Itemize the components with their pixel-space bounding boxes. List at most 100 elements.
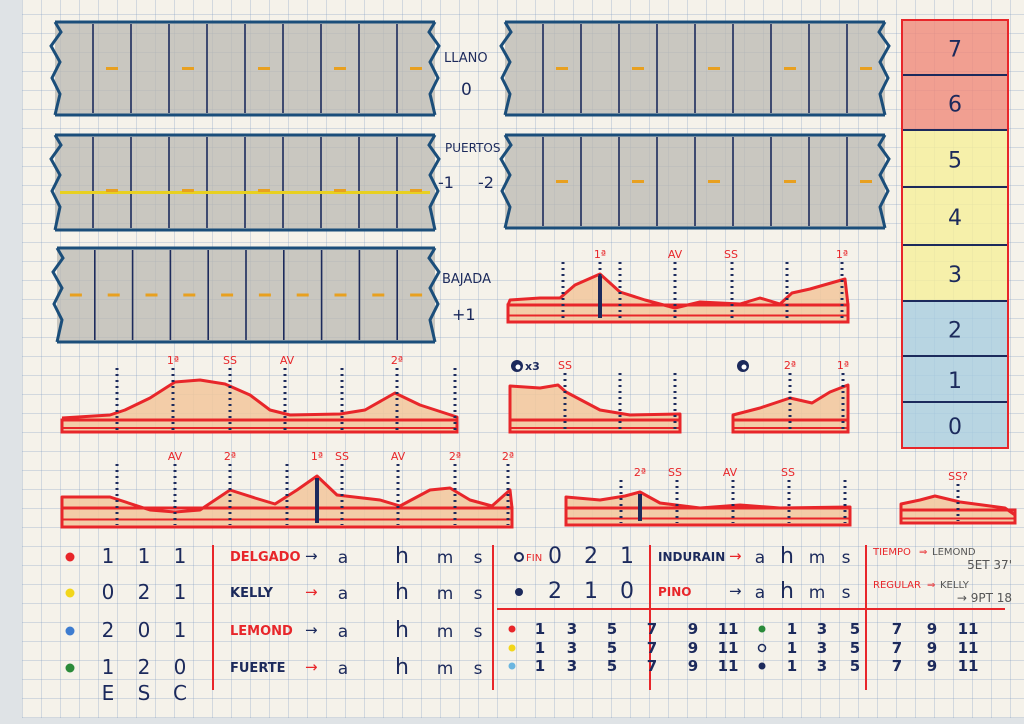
classification-label: TIEMPO [872, 547, 911, 558]
road-band [564, 506, 852, 527]
rider-name: DELGADO [230, 550, 301, 565]
elevation-line [899, 494, 1017, 517]
track-number: 11 [958, 620, 979, 638]
checkpoint-label: SS [781, 466, 795, 479]
track-number: 1 [787, 620, 797, 638]
classification-value: → 9PT 18 [957, 591, 1012, 605]
strip-edge-left [499, 134, 513, 229]
arrow: ⇒ [927, 580, 935, 591]
classification-label: REGULAR [873, 580, 921, 591]
checkpoint-label: 2ª [784, 359, 796, 372]
checkpoint-label: SS [223, 354, 237, 367]
road-strip [499, 20, 891, 117]
rider-color-dot [508, 662, 516, 670]
checkpoint-label: AV [723, 466, 738, 479]
classification-value: 5ET 37' [967, 558, 1012, 572]
checkpoint-label: 2ª [391, 354, 403, 367]
team-color-dot [65, 626, 75, 636]
rider-cell: h [395, 618, 409, 643]
arrow: → [305, 547, 318, 565]
road-strip [499, 133, 891, 230]
elevation-line [61, 378, 459, 420]
stage-profile: SS x3 [508, 359, 682, 434]
rider-cell: h [395, 544, 409, 569]
stage-profile: 1ª AV SS 1ª [506, 248, 850, 324]
team-stat: 2 [548, 579, 562, 604]
checkpoint-label: SS [724, 248, 738, 261]
stage-profile: 2ª 1ª [731, 359, 850, 434]
scale-cell [902, 245, 1008, 301]
track-number: 7 [892, 639, 902, 657]
track-number: 11 [718, 620, 739, 638]
strip-edge-right [877, 21, 891, 116]
checkpoint-label: 1ª [311, 450, 323, 463]
rider-color-dot [508, 625, 516, 633]
checkpoint-label: AV [668, 248, 683, 261]
track-number: 11 [718, 657, 739, 675]
road-band [731, 418, 850, 434]
team-stat-header: E [102, 681, 115, 705]
track-number: 1 [535, 657, 545, 675]
track-number: 9 [927, 657, 937, 675]
rider-cell: a [338, 584, 348, 604]
rider-cell: h [395, 580, 409, 605]
track-number: 3 [817, 620, 827, 638]
road-band [506, 303, 850, 324]
scale-cell [902, 301, 1008, 356]
classification-leader: LEMOND [932, 547, 976, 558]
rider-cell: m [809, 583, 826, 603]
rider-cell: a [755, 548, 765, 568]
road-band [60, 418, 459, 434]
strip-edge-right [427, 134, 441, 231]
rider-name: KELLY [230, 586, 273, 601]
rider-cell: s [842, 548, 851, 568]
track-number: 1 [535, 620, 545, 638]
strip-edge-left [49, 21, 63, 116]
rider-name: FUERTE [230, 661, 286, 676]
track-number: 5 [607, 620, 617, 638]
team-stat: 1 [174, 580, 187, 604]
team-stat: 1 [174, 544, 187, 568]
rider-cell: h [395, 655, 409, 680]
scale-border [901, 19, 1009, 449]
track-number: 9 [927, 639, 937, 657]
team-stat-header: S [138, 681, 151, 705]
track-number: 1 [787, 639, 797, 657]
track-number: 7 [892, 657, 902, 675]
value-puertos-1: -1 [438, 173, 454, 192]
track-number: 11 [958, 639, 979, 657]
rider-cell: s [842, 583, 851, 603]
road-strip [49, 20, 441, 117]
checkpoint-label: SS [335, 450, 349, 463]
track-number: 1 [535, 639, 545, 657]
elevation-line [731, 383, 850, 420]
rider-color-dot [758, 625, 766, 633]
terrain-fill [508, 274, 848, 322]
checkpoint-label: 1ª [836, 248, 848, 261]
arrow: → [305, 658, 318, 676]
rider-cell: a [755, 583, 765, 603]
stage-profile: AV 2ª 1ª SS AV 2ª 2ª [60, 450, 514, 529]
checkpoint-label: SS? [948, 470, 968, 483]
rider-cell: s [474, 622, 483, 642]
stage-profile: 2ª SS AV SS [564, 466, 852, 527]
rider-color-dot [757, 643, 767, 653]
rider-cell: s [474, 584, 483, 604]
rider-cell: m [437, 622, 454, 642]
scale-value: 7 [948, 38, 962, 63]
track-number: 11 [958, 657, 979, 675]
scale-cell [902, 20, 1008, 75]
clock-face [741, 364, 747, 370]
value-puertos-2: -2 [478, 173, 494, 192]
track-number: 3 [817, 657, 827, 675]
track-number: 11 [718, 639, 739, 657]
team-stat: 1 [102, 544, 115, 568]
rider-cell: h [780, 544, 794, 569]
checkpoint-label: AV [168, 450, 183, 463]
team-stat: 2 [584, 544, 598, 569]
checkpoint-label: SS [668, 466, 682, 479]
track-number: 3 [817, 639, 827, 657]
clock-face [515, 364, 521, 370]
